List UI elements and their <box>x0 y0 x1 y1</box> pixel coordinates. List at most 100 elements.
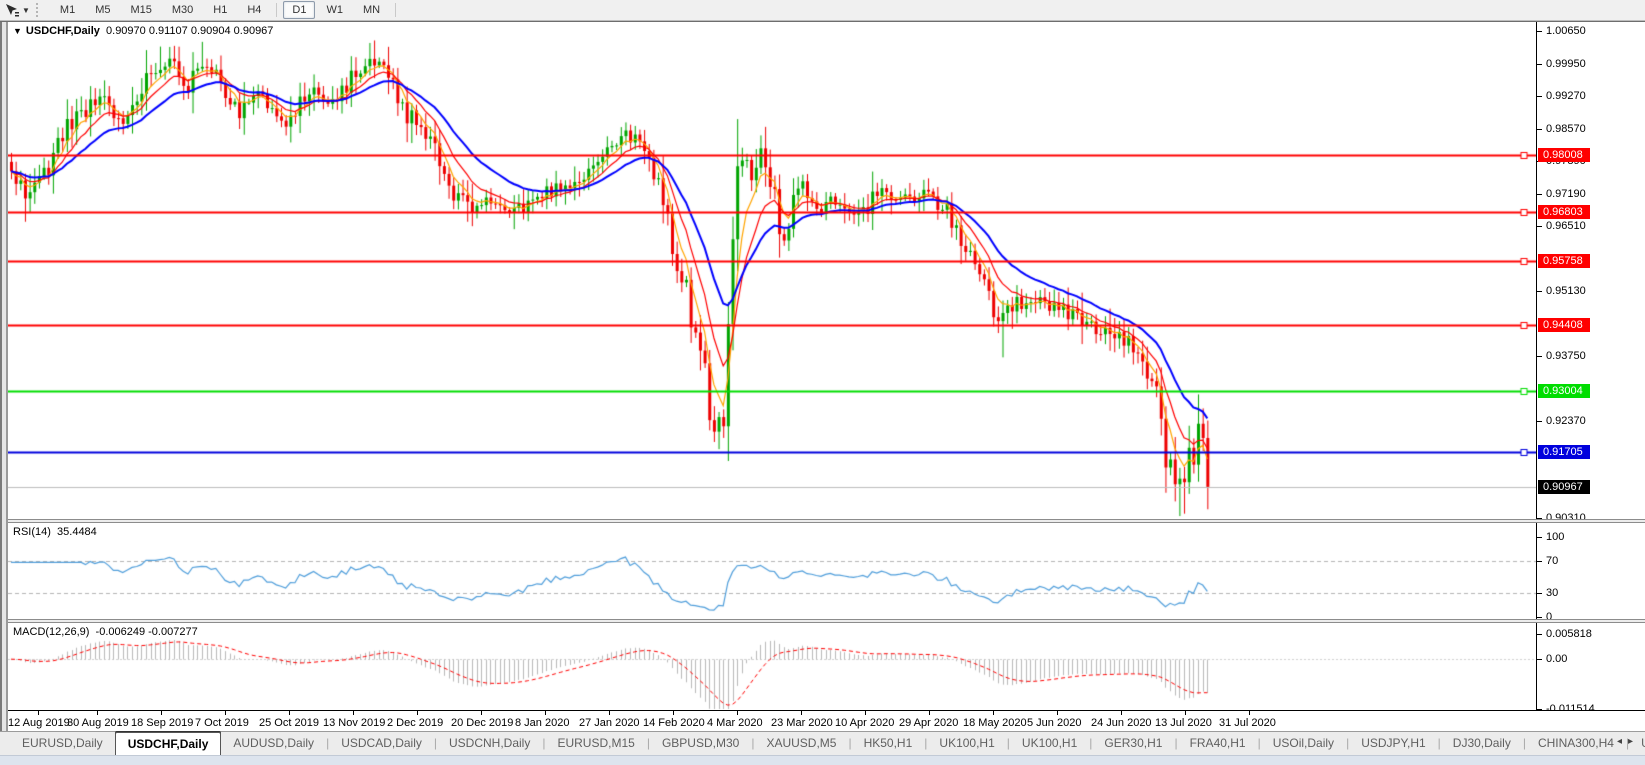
level-price-label[interactable]: 0.91705 <box>1538 445 1590 460</box>
timeframe-buttons: M1 M5 M15 M30 H1 H4 D1 W1 MN <box>50 1 390 19</box>
date-tick-label: 7 Oct 2019 <box>195 717 249 729</box>
chart-tab-china300-h4[interactable]: CHINA300,H4 <box>1537 736 1614 750</box>
chart-tab-usoil-d[interactable]: USOil,D <box>1629 732 1645 756</box>
date-tick-label: 8 Jan 2020 <box>515 717 570 729</box>
chart-tab-dj30-daily[interactable]: DJ30,Daily <box>1452 736 1511 750</box>
date-tick-mark <box>865 711 866 715</box>
price-chart-canvas[interactable] <box>8 22 1536 519</box>
level-price-label[interactable]: 0.95758 <box>1538 254 1590 269</box>
rsi-tick-label: 30 <box>1537 586 1645 600</box>
chart-tab-usdjpy-h1[interactable]: USDJPY,H1 <box>1361 736 1426 750</box>
tab-separator: | <box>542 736 546 750</box>
chart-tabs: EURUSD,Daily USDCHF,Daily AUDUSD,Daily | USD… <box>10 732 1645 756</box>
tool-dropdown-arrow-icon[interactable]: ▼ <box>22 5 30 15</box>
tabs-scroll-right-icon[interactable]: ▸ <box>1627 736 1639 747</box>
date-tick-label: 12 Aug 2019 <box>8 717 70 729</box>
panel-splitter[interactable] <box>8 519 1645 523</box>
chart-tab-xauusd-m5[interactable]: XAUUSD,M5 <box>766 736 837 750</box>
cursor-tool-button[interactable]: ▼ <box>0 0 34 20</box>
tab-separator: | <box>848 736 852 750</box>
date-tick-mark <box>161 711 162 715</box>
price-tick-label: 0.99270 <box>1537 89 1645 103</box>
panel-splitter[interactable] <box>8 619 1645 623</box>
chart-tab-usoil-daily[interactable]: USOil,Daily <box>1272 736 1335 750</box>
timeframe-button-d1[interactable]: D1 <box>283 1 316 19</box>
date-axis[interactable]: 12 Aug 2019 30 Aug 2019 18 Sep 2019 7 Oct 2… <box>8 710 1645 734</box>
rsi-tick-label: 0 <box>1537 610 1645 624</box>
tab-separator: | <box>326 736 330 750</box>
window-left-edge <box>0 22 8 733</box>
date-tick-mark <box>289 711 290 715</box>
tab-separator: | <box>1257 736 1261 750</box>
timeframe-button-h1[interactable]: H1 <box>213 4 228 16</box>
status-strip <box>0 755 1645 765</box>
cursor-crosshair-icon <box>4 3 20 17</box>
chart-tab-fra40-h1[interactable]: FRA40,H1 <box>1189 736 1246 750</box>
date-tick-label: 29 Apr 2020 <box>899 717 959 729</box>
chart-tab-eurusd-daily[interactable]: EURUSD,Daily <box>22 736 103 750</box>
date-tick-mark <box>353 711 354 715</box>
price-tick-label: 1.00650 <box>1537 24 1645 38</box>
timeframe-button-w1[interactable]: W1 <box>326 4 343 16</box>
timeframe-button-m5[interactable]: M5 <box>95 4 111 16</box>
date-tick-mark <box>97 711 98 715</box>
macd-chart-canvas[interactable] <box>8 623 1536 710</box>
chart-tab-uk100-h1[interactable]: UK100,H1 <box>939 736 995 750</box>
date-tick-label: 24 Jun 2020 <box>1091 717 1152 729</box>
level-price-label[interactable]: 0.96803 <box>1538 205 1590 220</box>
price-tick-label: 0.98570 <box>1537 122 1645 136</box>
chart-tab-ger30-h1[interactable]: GER30,H1 <box>1104 736 1163 750</box>
date-tick-label: 4 Mar 2020 <box>707 717 763 729</box>
tab-separator: | <box>751 736 755 750</box>
level-price-label[interactable]: 0.94408 <box>1538 317 1590 332</box>
chart-tab-usdcad-daily[interactable]: USDCAD,Daily <box>341 736 422 750</box>
price-panel: ▼ USDCHF,Daily 0.90970 0.91107 0.90904 0.… <box>8 22 1645 524</box>
timeframe-button-h4[interactable]: H4 <box>247 4 262 16</box>
date-tick-label: 23 Mar 2020 <box>771 717 833 729</box>
level-price-label[interactable]: 0.98008 <box>1538 148 1590 163</box>
toolbar-grip-handle[interactable] <box>35 3 44 17</box>
macd-name: MACD(12,26,9) <box>13 626 90 638</box>
rsi-name: RSI(14) <box>13 526 51 538</box>
date-tick-mark <box>417 711 418 715</box>
date-tick-label: 31 Jul 2020 <box>1219 717 1276 729</box>
date-tick-label: 14 Feb 2020 <box>643 717 705 729</box>
price-axis[interactable]: 1.006500.999500.992700.985700.978900.971… <box>1536 22 1645 524</box>
price-tick-label: 0.95130 <box>1537 284 1645 298</box>
timeframe-button-mn[interactable]: MN <box>362 4 381 16</box>
timeframe-button-m15[interactable]: M15 <box>130 4 152 16</box>
level-price-label[interactable]: 0.93004 <box>1538 384 1590 399</box>
chart-tab-usdchf-daily[interactable]: USDCHF,Daily <box>114 732 222 756</box>
tab-separator: | <box>646 736 650 750</box>
chart-tab-bar: EURUSD,Daily USDCHF,Daily AUDUSD,Daily | USD… <box>0 731 1645 765</box>
chart-tab-eurusd-m15[interactable]: EURUSD,M15 <box>557 736 635 750</box>
price-tick-label: 0.96510 <box>1537 219 1645 233</box>
toolbar-separator <box>276 3 278 17</box>
chart-tab-uk100-h1[interactable]: UK100,H1 <box>1021 736 1078 750</box>
rsi-tick-label: 70 <box>1537 554 1645 568</box>
toolbar-separator <box>395 3 397 17</box>
timeframe-button-m30[interactable]: M30 <box>171 4 194 16</box>
date-tick-mark <box>545 711 546 715</box>
rsi-axis[interactable]: 100 70 30 0 <box>1536 523 1645 623</box>
date-tick-mark <box>225 711 226 715</box>
date-tick-label: 2 Dec 2019 <box>387 717 444 729</box>
tab-separator: | <box>1625 736 1630 750</box>
timeframe-button-m1[interactable]: M1 <box>59 4 76 16</box>
date-tick-mark <box>993 711 994 715</box>
rsi-chart-canvas[interactable] <box>8 523 1536 619</box>
chart-tab-gbpusd-m30[interactable]: GBPUSD,M30 <box>661 736 740 750</box>
macd-tick-label: 0.00 <box>1537 652 1645 666</box>
macd-axis[interactable]: 0.005818 0.00 -0.011514 <box>1536 623 1645 715</box>
chart-tab-usdcnh-daily[interactable]: USDCNH,Daily <box>449 736 531 750</box>
chart-tab-hk50-h1[interactable]: HK50,H1 <box>863 736 913 750</box>
timeframe-toolbar: ▼ M1 M5 M15 M30 H1 H4 D1 W1 MN <box>0 0 1645 21</box>
date-tick-mark <box>1121 711 1122 715</box>
date-tick-label: 13 Jul 2020 <box>1155 717 1212 729</box>
symbol-menu-icon[interactable]: ▼ <box>13 26 22 36</box>
tabs-scroll-left-icon[interactable]: ◂ <box>1616 736 1628 747</box>
chart-tab-audusd-daily[interactable]: AUDUSD,Daily <box>233 736 315 750</box>
chart-ohlc-values: 0.90970 0.91107 0.90904 0.90967 <box>106 25 274 37</box>
chart-title: ▼ USDCHF,Daily 0.90970 0.91107 0.90904 0.… <box>13 25 273 37</box>
